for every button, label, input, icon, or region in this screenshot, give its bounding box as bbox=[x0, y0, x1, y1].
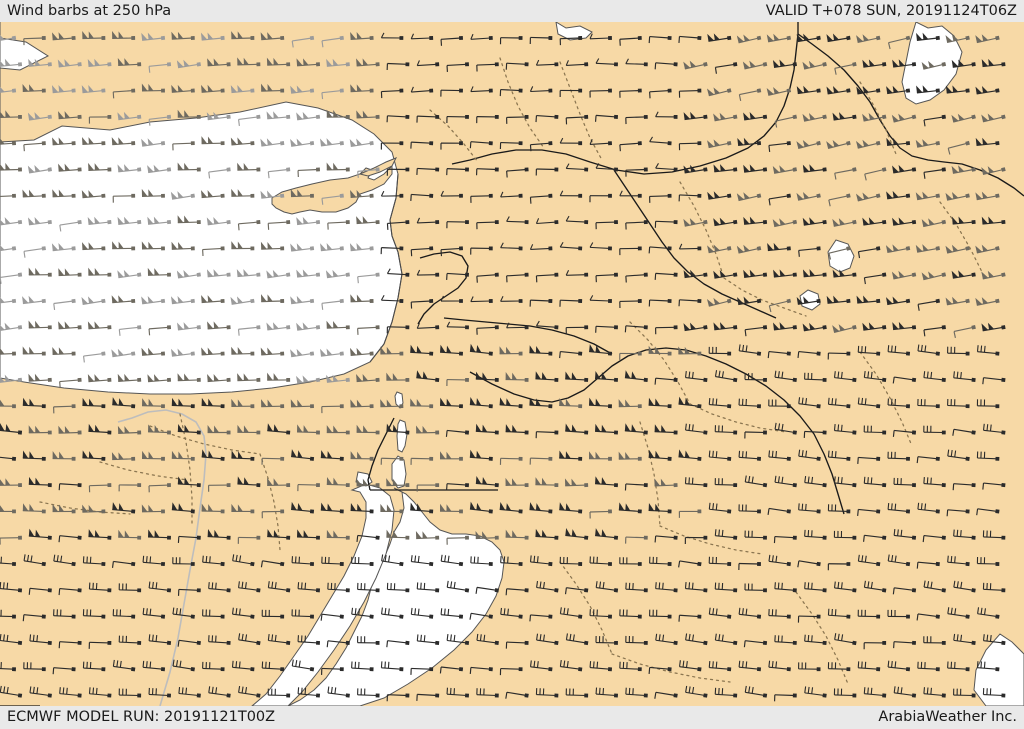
dotted-border-j bbox=[611, 653, 731, 683]
dotted-border-c bbox=[679, 181, 725, 279]
dotted-border-e bbox=[629, 321, 691, 405]
dotted-border-k bbox=[795, 591, 849, 685]
dotted-border-l bbox=[859, 351, 913, 447]
dotted-border-a bbox=[499, 57, 545, 149]
dotted-border-o bbox=[259, 453, 281, 551]
map-canvas[interactable] bbox=[0, 22, 1024, 706]
nile-river bbox=[117, 409, 207, 706]
dotted-border-i bbox=[559, 561, 613, 655]
page-title: Wind barbs at 250 hPa bbox=[7, 3, 172, 19]
cyprus-karpas-peninsula bbox=[358, 157, 398, 177]
border-dotted-layer bbox=[39, 57, 983, 685]
valid-time-label: VALID T+078 SUN, 20191124T06Z bbox=[765, 3, 1017, 19]
border-lebanon-syria bbox=[417, 251, 469, 325]
dotted-border-n bbox=[179, 413, 193, 527]
model-run-label: ECMWF MODEL RUN: 20191121T00Z bbox=[7, 709, 276, 725]
dotted-border-g bbox=[639, 421, 661, 527]
black-sea bbox=[555, 22, 593, 41]
provider-label: ArabiaWeather Inc. bbox=[878, 709, 1017, 725]
lake-razzaza bbox=[799, 289, 821, 311]
dotted-border-t bbox=[939, 201, 983, 273]
dotted-border-b bbox=[559, 61, 603, 161]
levant-coast bbox=[369, 173, 403, 363]
dead-sea bbox=[396, 419, 408, 453]
border-jordan-iraq bbox=[469, 347, 845, 515]
dotted-border-p bbox=[99, 461, 189, 481]
border-turkey-syria bbox=[451, 22, 799, 175]
gulf-of-aqaba bbox=[391, 455, 407, 489]
dotted-border-f bbox=[689, 403, 787, 433]
map-header: Wind barbs at 250 hPa VALID T+078 SUN, 2… bbox=[0, 0, 1024, 22]
cyprus-island bbox=[271, 164, 393, 215]
dotted-border-d bbox=[723, 277, 807, 317]
dotted-border-s bbox=[859, 81, 897, 155]
gulf-of-suez bbox=[251, 483, 395, 706]
border-syria-jordan bbox=[443, 317, 613, 355]
wind-barb-map[interactable] bbox=[0, 22, 1024, 706]
coastline-layer bbox=[369, 173, 403, 363]
map-footer: ECMWF MODEL RUN: 20191121T00Z ArabiaWeat… bbox=[0, 706, 1024, 729]
